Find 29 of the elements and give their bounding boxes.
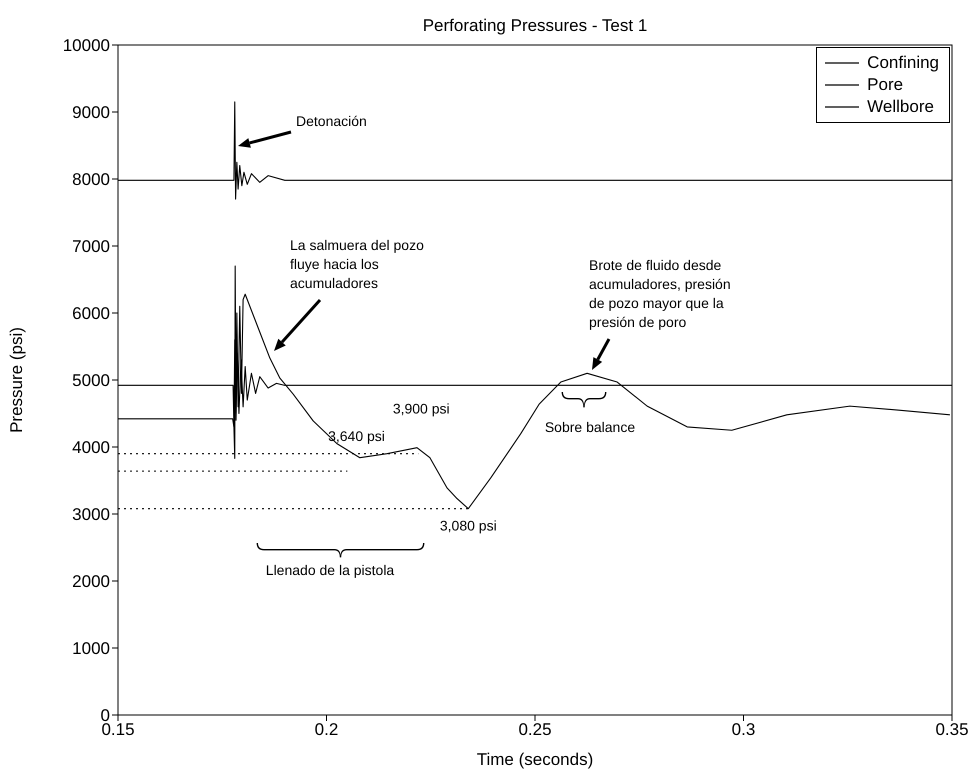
x-tick-label: 0.3 [732,720,756,740]
y-tick-label: 6000 [72,304,110,324]
x-tick-label: 0.15 [101,720,135,740]
y-tick-label: 5000 [72,371,110,390]
annotation: Detonación [296,113,367,129]
legend-label: Confining [867,53,939,73]
y-tick-label: 1000 [72,639,110,658]
annotation: 3,640 psi [328,428,385,444]
y-tick-label: 10000 [62,36,110,56]
chart-title: Perforating Pressures - Test 1 [422,16,648,35]
x-axis-title: Time (seconds) [476,750,594,769]
y-tick-label: 8000 [72,170,110,190]
y-tick-label: 2000 [72,572,110,592]
annotation: Llenado de la pistola [266,562,394,578]
annotation: La salmuera del pozo fluye hacia los acumuladores [290,237,424,291]
x-tick-label: 0.35 [935,720,969,740]
legend-label: Pore [867,75,904,95]
y-tick-label: 9000 [72,103,110,122]
annotation: 3,080 psi [440,518,497,534]
x-tick-label: 0.25 [518,720,552,740]
x-tick-label: 0.2 [314,720,338,740]
y-tick-label: 7000 [72,237,110,256]
legend-label: Wellbore [867,97,934,117]
annotation: Sobre balance [544,419,636,435]
y-axis-title: Pressure (psi) [7,327,26,433]
y-tick-label: 3000 [72,505,110,524]
y-tick-label: 4000 [72,438,110,458]
annotation: 3,900 psi [392,400,450,417]
annotation: Brote de fluido desde acumuladores, presión de pozo mayor que la presión de poro [589,257,731,330]
